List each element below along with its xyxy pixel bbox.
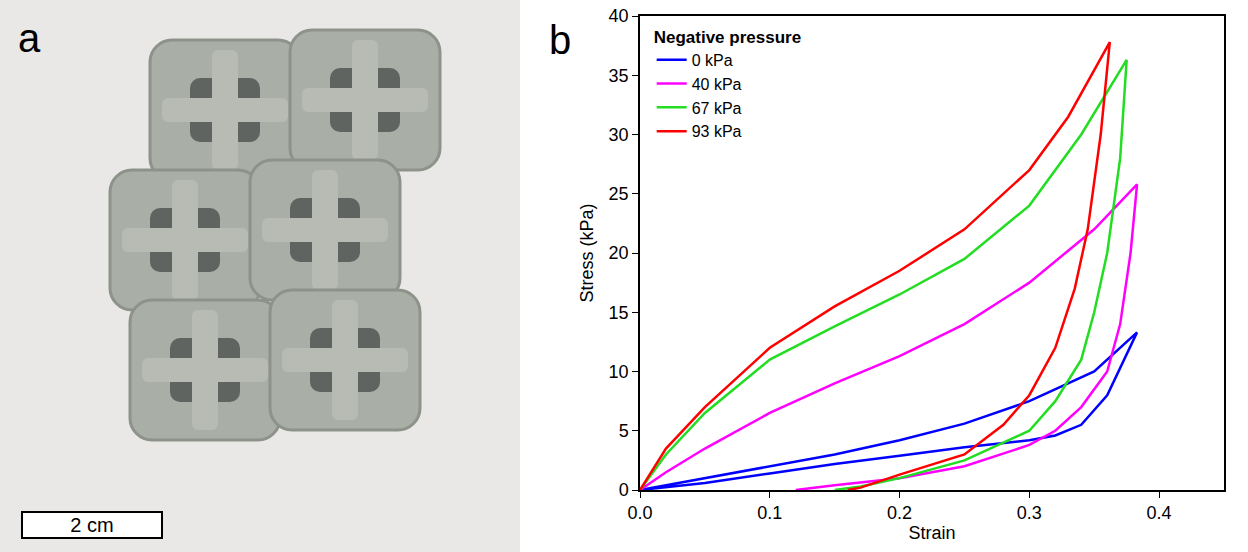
svg-text:2 cm: 2 cm [70,514,113,536]
svg-text:5: 5 [619,421,629,441]
svg-text:0.3: 0.3 [1017,503,1042,523]
svg-text:0.4: 0.4 [1147,503,1172,523]
svg-text:40: 40 [609,6,629,26]
svg-text:b: b [549,18,571,62]
svg-text:35: 35 [609,66,629,86]
svg-text:93 kPa: 93 kPa [692,123,742,140]
svg-text:a: a [18,16,41,60]
svg-text:0 kPa: 0 kPa [692,52,733,69]
svg-text:25: 25 [609,184,629,204]
svg-text:0.1: 0.1 [757,503,782,523]
svg-text:20: 20 [609,243,629,263]
svg-text:Stress (kPa): Stress (kPa) [577,203,597,302]
svg-text:0.0: 0.0 [627,503,652,523]
svg-text:0: 0 [619,480,629,500]
svg-text:15: 15 [609,303,629,323]
svg-text:10: 10 [609,362,629,382]
svg-text:Negative pressure: Negative pressure [654,28,801,47]
svg-text:30: 30 [609,125,629,145]
svg-text:67 kPa: 67 kPa [692,100,742,117]
svg-text:Strain: Strain [908,523,955,543]
svg-text:0.2: 0.2 [887,503,912,523]
svg-text:40 kPa: 40 kPa [692,76,742,93]
